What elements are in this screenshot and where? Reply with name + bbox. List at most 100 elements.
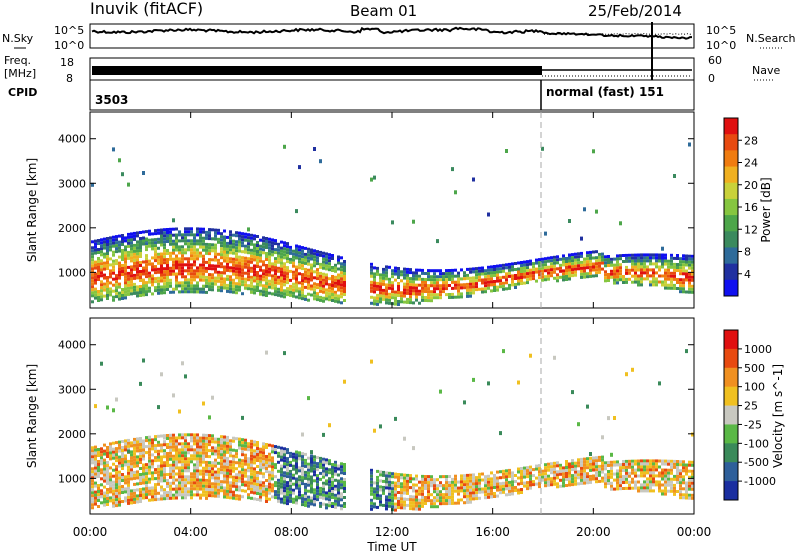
heatmap-cell [556,279,559,283]
heatmap-cell [187,278,190,282]
heatmap-cell [232,460,235,464]
heatmap-cell [274,263,277,267]
heatmap-cell [199,245,202,249]
heatmap-cell [628,459,631,463]
heatmap-cell [478,287,481,291]
heatmap-cell [106,282,109,285]
heatmap-cell [292,270,295,274]
heatmap-cell [322,284,325,288]
heatmap-cell [508,489,511,493]
heatmap-cell [241,274,244,278]
heatmap-cell [262,442,265,446]
heatmap-cell [187,266,190,270]
heatmap-cell [475,491,478,495]
heatmap-cell [493,495,496,498]
heatmap-cell [163,258,166,262]
heatmap-cell [157,449,160,453]
heatmap-cell [466,285,469,289]
heatmap-cell [538,479,541,483]
heatmap-cell [268,264,271,268]
heatmap-cell [304,285,307,289]
heatmap-cell [307,483,310,487]
heatmap-cell [499,285,502,289]
heatmap-cell [490,283,493,287]
heatmap-cell [370,262,373,266]
heatmap-cell [241,232,244,236]
heatmap-cell [670,259,673,263]
heatmap-cell [598,261,601,265]
heatmap-cell [403,288,406,292]
heatmap-cell [151,438,154,442]
heatmap-cell [412,289,415,293]
heatmap-cell [610,466,613,470]
heatmap-cell [490,471,493,475]
heatmap-cell [679,257,682,261]
heatmap-cell [244,283,247,287]
heatmap-cell [160,494,163,498]
heatmap-cell [193,448,196,452]
heatmap-cell [283,450,286,454]
heatmap-cell [94,263,97,267]
heatmap-cell [448,490,451,493]
heatmap-cell [322,493,325,497]
heatmap-cell [541,263,544,267]
heatmap-cell [142,242,145,246]
heatmap-cell [106,467,109,470]
heatmap-cell [151,477,154,481]
heatmap-cell [280,264,283,268]
heatmap-cell [640,471,643,475]
heatmap-cell [247,266,250,270]
heatmap-cell [424,299,427,302]
heatmap-cell [163,246,166,250]
heatmap-cell [430,299,433,303]
heatmap-cell [625,372,628,377]
heatmap-cell [196,472,199,476]
heatmap-cell [469,497,472,501]
heatmap-cell [676,481,679,484]
heatmap-cell [262,493,265,497]
freq-tick-bottom: 8 [66,72,73,85]
heatmap-cell [151,238,154,242]
heatmap-cell [208,494,211,498]
heatmap-cell [337,300,340,304]
heatmap-cell [277,281,280,285]
heatmap-cell [649,468,652,472]
heatmap-cell [334,478,337,482]
heatmap-cell [277,251,280,255]
freq-trace [92,66,542,75]
heatmap-cell [136,449,139,453]
heatmap-cell [517,488,520,492]
heatmap-cell [196,233,199,237]
heatmap-cell [439,496,442,500]
heatmap-cell [163,467,166,471]
heatmap-cell [313,494,316,498]
heatmap-cell [250,260,253,264]
heatmap-cell [163,494,166,498]
heatmap-cell [547,483,550,487]
heatmap-cell [271,277,274,281]
heatmap-cell [247,475,250,479]
heatmap-cell [166,452,169,455]
heatmap-cell [118,249,121,253]
heatmap-cell [214,461,217,465]
heatmap-cell [682,475,685,479]
heatmap-cell [301,432,304,437]
heatmap-cell [691,260,694,264]
heatmap-cell [91,461,94,465]
heatmap-cell [673,277,676,281]
heatmap-cell [235,467,238,471]
heatmap-cell [445,284,448,288]
heatmap-cell [658,459,661,463]
heatmap-cell [217,494,220,498]
heatmap-cell [166,252,169,255]
heatmap-cell [481,269,484,273]
heatmap-cell [202,245,205,249]
heatmap-cell [247,275,250,279]
heatmap-cell [652,256,655,260]
heatmap-cell [169,266,172,270]
heatmap-cell [649,486,652,490]
heatmap-cell [625,265,628,269]
heatmap-cell [220,274,223,278]
heatmap-cell [412,486,415,490]
heatmap-cell [574,252,577,256]
